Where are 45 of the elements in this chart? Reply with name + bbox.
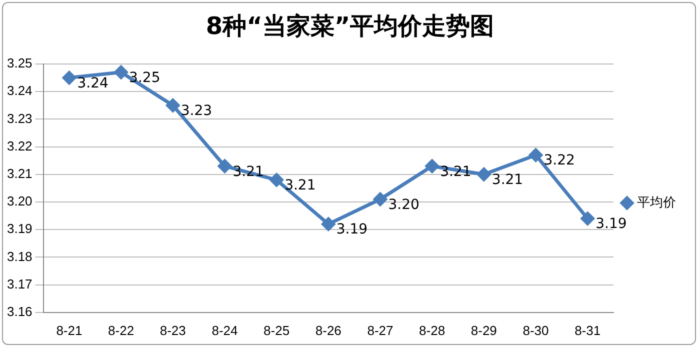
y-tick-label: 3.25: [6, 56, 32, 71]
x-tick-label: 8-30: [522, 322, 549, 338]
data-label: 3.21: [232, 164, 264, 180]
point: [270, 173, 284, 187]
x-tick-label: 8-28: [419, 322, 446, 338]
y-tick-label: 3.16: [6, 304, 32, 319]
legend-label: 平均价: [637, 195, 676, 210]
data-label: 3.21: [492, 172, 524, 188]
point: [114, 66, 128, 80]
point: [166, 98, 180, 112]
x-tick-label: 8-23: [160, 322, 186, 338]
point: [373, 192, 387, 206]
data-label: 3.21: [440, 164, 472, 180]
data-label: 3.19: [336, 222, 368, 238]
x-tick-label: 8-21: [56, 322, 82, 338]
x-tick-label: 8-22: [108, 322, 134, 338]
data-label: 3.24: [77, 75, 108, 92]
y-tick-label: 3.21: [6, 166, 32, 181]
y-tick-label: 3.23: [6, 110, 32, 126]
point: [580, 212, 594, 226]
y-tick-label: 3.24: [6, 83, 32, 98]
data-label: 3.23: [180, 103, 212, 120]
data-label: 3.22: [544, 152, 575, 169]
chart-title: 8种“当家菜”平均价走势图: [204, 11, 496, 42]
data-label: 3.21: [284, 178, 316, 194]
point: [218, 159, 232, 173]
y-tick-label: 3.17: [6, 276, 32, 292]
x-tick-label: 8-27: [367, 322, 394, 338]
point: [528, 148, 542, 162]
x-tick-label: 8-24: [212, 322, 238, 338]
point: [322, 217, 336, 231]
data-label: 3.20: [388, 196, 420, 213]
y-tick-label: 3.18: [6, 248, 32, 264]
x-tick-label: 8-31: [574, 322, 601, 338]
y-tick-label: 3.20: [6, 194, 32, 209]
y-tick-label: 3.22: [6, 138, 32, 154]
x-tick-label: 8-25: [264, 322, 290, 338]
x-tick-label: 8-29: [470, 322, 497, 338]
data-label: 3.25: [129, 70, 160, 86]
data-label: 3.19: [596, 216, 627, 232]
y-tick-label: 3.19: [6, 221, 32, 236]
point: [425, 159, 439, 173]
point: [477, 168, 491, 182]
x-tick-label: 8-26: [315, 322, 342, 338]
point: [62, 71, 76, 85]
